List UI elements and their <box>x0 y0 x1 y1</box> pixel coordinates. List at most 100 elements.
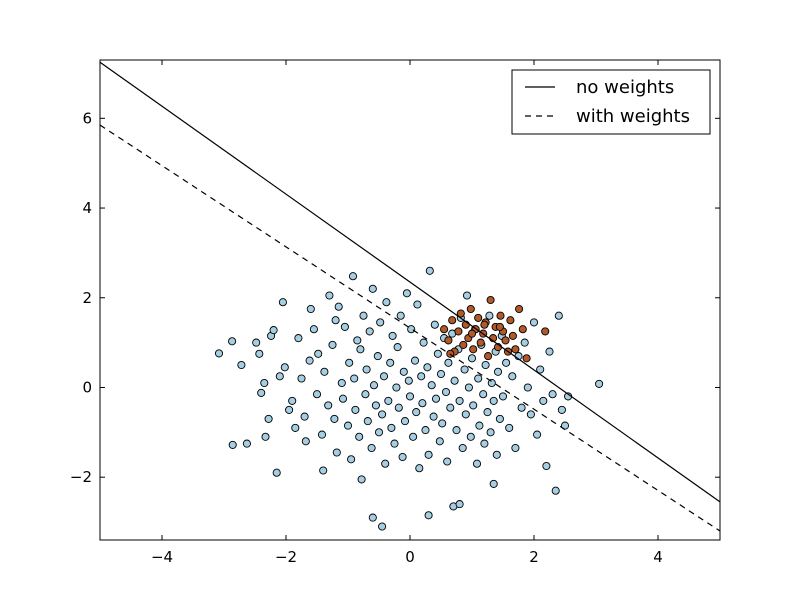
scatter-point-s0-6 <box>255 349 264 358</box>
scatter-point-s0-24 <box>305 356 314 365</box>
scatter-point-s0-91 <box>421 426 430 435</box>
scatter-point-s0-39 <box>338 394 348 403</box>
scatter-point-s0-99 <box>433 349 442 358</box>
scatter-point-s0-12 <box>269 326 278 335</box>
scatter-point-s0-104 <box>441 387 451 397</box>
scatter-point-s0-62 <box>376 318 385 327</box>
scatter-point-s1-5 <box>456 309 465 318</box>
scatter-point-s0-60 <box>373 352 382 361</box>
scatter-point-s0-54 <box>363 417 372 426</box>
scatter-point-s0-2 <box>228 440 237 449</box>
scatter-point-s0-131 <box>483 408 492 417</box>
scatter-point-s0-13 <box>272 468 281 477</box>
scatter-point-s0-151 <box>529 318 539 327</box>
scatter-points <box>214 266 604 531</box>
scatter-point-s1-33 <box>467 329 477 338</box>
scatter-point-s0-130 <box>481 360 490 370</box>
scatter-point-s0-68 <box>386 358 395 367</box>
y-tick-label: 2 <box>82 289 92 307</box>
scatter-point-s0-129 <box>480 439 489 448</box>
scatter-point-s0-73 <box>393 343 402 352</box>
plot-frame <box>99 59 721 541</box>
scatter-point-s0-153 <box>536 365 545 374</box>
scatter-point-s0-80 <box>404 376 413 385</box>
scatter-point-s0-18 <box>288 396 297 405</box>
scatter-point-s0-92 <box>423 363 432 372</box>
scatter-point-s0-38 <box>337 378 346 388</box>
scatter-point-s0-106 <box>444 358 453 367</box>
scatter-point-s0-56 <box>367 443 376 453</box>
scatter-point-s0-156 <box>545 347 554 356</box>
scatter-point-s0-69 <box>387 423 396 432</box>
scatter-point-s0-164 <box>368 513 377 522</box>
scatter-point-s0-75 <box>396 311 405 320</box>
scatter-point-s0-107 <box>446 403 455 412</box>
scatter-point-s0-134 <box>487 378 496 388</box>
scatter-point-s0-34 <box>328 340 337 349</box>
scatter-point-s0-139 <box>495 414 504 423</box>
scatter-point-s0-37 <box>334 302 343 311</box>
scatter-point-s0-144 <box>508 372 517 381</box>
scatter-point-s0-159 <box>554 311 563 320</box>
scatter-point-s0-152 <box>533 430 542 439</box>
x-tick-label: 0 <box>405 548 415 566</box>
scatter-point-s1-2 <box>448 316 457 325</box>
scatter-point-s0-157 <box>548 390 557 399</box>
scatter-point-s0-90 <box>419 338 428 347</box>
legend-label-no-weights: no weights <box>576 77 674 98</box>
scatter-point-s0-7 <box>257 388 266 397</box>
scatter-point-s0-16 <box>280 363 289 372</box>
scatter-point-s1-27 <box>511 345 520 354</box>
scatter-point-s0-61 <box>374 428 384 437</box>
scatter-point-s0-48 <box>355 432 364 441</box>
scatter-point-s0-70 <box>388 331 397 340</box>
scatter-point-s0-46 <box>351 405 360 414</box>
scatter-point-s1-6 <box>459 340 468 349</box>
scatter-point-s0-119 <box>464 383 473 392</box>
scatter-point-s0-132 <box>485 311 494 320</box>
scatter-point-s0-53 <box>362 365 371 374</box>
scatter-point-s1-4 <box>454 327 463 336</box>
scatter-point-s0-44 <box>348 272 358 281</box>
scatter-point-s0-49 <box>356 345 365 354</box>
scatter-point-s0-160 <box>557 405 566 414</box>
x-tick-label: −2 <box>275 548 297 566</box>
scatter-point-s0-71 <box>390 439 399 448</box>
scatter-point-s0-41 <box>343 421 353 430</box>
scatter-point-s0-33 <box>325 291 334 300</box>
scatter-point-s0-126 <box>475 421 484 430</box>
scatter-point-s0-10 <box>264 414 273 423</box>
scatter-point-s1-28 <box>515 304 524 314</box>
scatter-point-s0-149 <box>523 383 532 392</box>
scatter-point-s0-51 <box>359 311 368 320</box>
scatter-point-s0-81 <box>405 392 415 401</box>
scatter-point-s0-86 <box>413 300 422 309</box>
scatter-point-s0-4 <box>242 439 251 448</box>
scatter-point-s0-137 <box>492 450 501 459</box>
scatter-point-s0-65 <box>381 459 390 468</box>
scatter-point-s1-30 <box>522 354 531 363</box>
axis-ticks: −4 −2 0 2 4 −2 0 2 4 6 <box>70 60 720 566</box>
scatter-point-s0-57 <box>368 284 377 293</box>
scatter-point-s0-21 <box>297 374 306 383</box>
scatter-point-s0-19 <box>291 423 300 432</box>
scatter-point-s0-141 <box>498 392 508 401</box>
scatter-point-s0-125 <box>474 374 483 383</box>
scatter-point-s0-145 <box>511 443 520 453</box>
x-tick-label: 2 <box>529 548 539 566</box>
scatter-point-s1-0 <box>440 325 449 334</box>
scatter-point-s0-27 <box>312 390 322 399</box>
scatter-point-s0-87 <box>415 464 424 473</box>
line-no-weights <box>100 61 720 503</box>
scatter-point-s0-98 <box>431 394 441 403</box>
scatter-point-s0-148 <box>520 338 529 347</box>
scatter-point-s1-9 <box>466 304 475 314</box>
decision-lines <box>100 61 720 532</box>
scatter-point-s0-0 <box>214 349 224 358</box>
scatter-point-s0-93 <box>424 450 433 459</box>
scatter-point-s0-158 <box>551 486 560 495</box>
scatter-point-s0-3 <box>237 360 246 370</box>
scatter-point-s1-1 <box>444 336 453 345</box>
scatter-point-s0-82 <box>407 325 416 334</box>
scatter-point-s0-120 <box>466 432 475 441</box>
